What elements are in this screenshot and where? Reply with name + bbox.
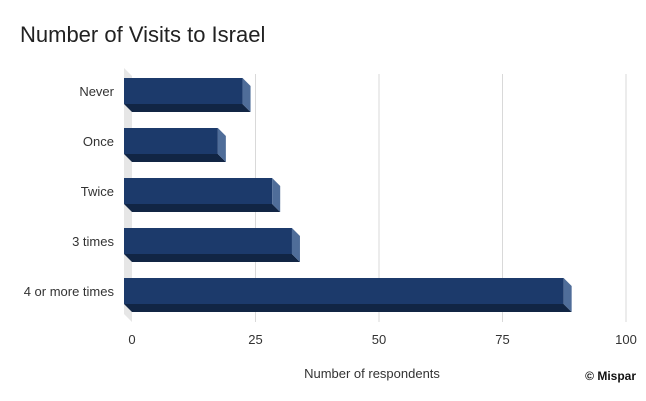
credit-label: © Mispar [585,369,636,383]
y-tick-label: 3 times [72,234,114,249]
x-tick-label: 25 [248,332,262,347]
bar-bottom-face [124,104,251,112]
chart-title: Number of Visits to Israel [20,22,266,47]
bar [124,278,572,312]
bar-front-face [124,278,564,304]
x-tick-label: 100 [615,332,637,347]
bar-front-face [124,228,292,254]
y-tick-label: Twice [81,184,114,199]
bar [124,178,281,212]
bar [124,228,300,262]
x-tick-label: 75 [495,332,509,347]
x-tick-label: 50 [372,332,386,347]
bar-end-face [217,128,226,162]
y-tick-label: Once [83,134,114,149]
y-tick-label: 4 or more times [24,284,115,299]
bar-bottom-face [124,254,300,262]
bar [124,128,226,162]
y-tick-label: Never [79,84,114,99]
bar-bottom-face [124,204,281,212]
bar [124,78,251,112]
bar-bottom-face [124,304,572,312]
bar-end-face [291,228,300,262]
bar-front-face [124,128,218,154]
bar-end-face [563,278,572,312]
x-tick-label: 0 [128,332,135,347]
bar-end-face [242,78,251,112]
bar-bottom-face [124,154,226,162]
x-axis-label: Number of respondents [304,366,440,381]
bar-end-face [272,178,281,212]
bar-front-face [124,178,273,204]
bar-front-face [124,78,243,104]
